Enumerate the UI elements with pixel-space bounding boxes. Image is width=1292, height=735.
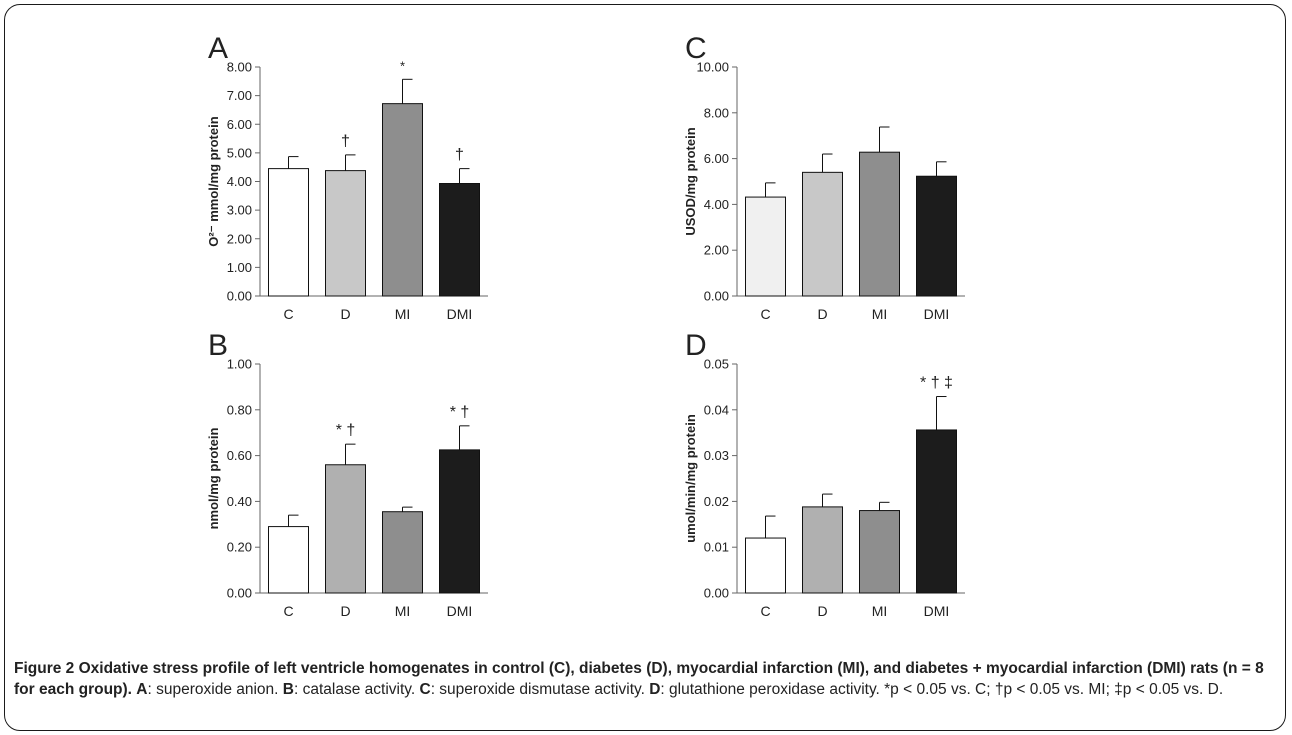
y-tick-label: 0.60 xyxy=(227,448,252,463)
y-tick-label: 0.80 xyxy=(227,402,252,417)
x-tick-label: DMI xyxy=(447,603,473,619)
x-tick-label: D xyxy=(340,603,350,619)
y-tick-label: 8.00 xyxy=(704,105,729,120)
significance-marker: * † ‡ xyxy=(920,375,953,392)
x-tick-label: D xyxy=(817,306,827,322)
bar-c xyxy=(745,196,786,297)
y-tick-label: 5.00 xyxy=(227,145,252,160)
x-tick-label: DMI xyxy=(924,603,950,619)
y-tick-label: 3.00 xyxy=(227,203,252,218)
y-tick-label: 0.40 xyxy=(227,494,252,509)
panel-a-chart: A O²⁻ mmol/mg protein 0.00 1.00 2.00 3.00 4.00… xyxy=(206,32,488,322)
y-tick-label: 4.00 xyxy=(704,197,729,212)
y-tick-label: 0.00 xyxy=(704,586,729,601)
y-tick-label: 0.00 xyxy=(704,289,729,304)
x-tick-label: MI xyxy=(872,603,888,619)
y-tick-label: 8.00 xyxy=(227,60,252,75)
y-tick-label: 2.00 xyxy=(704,243,729,258)
bar-dmi xyxy=(916,175,957,297)
y-axis-label: nmol/mg protein xyxy=(206,428,221,530)
x-tick-label: D xyxy=(340,306,350,322)
y-tick-label: 4.00 xyxy=(227,174,252,189)
bar-c xyxy=(268,526,309,594)
y-tick-label: 0.02 xyxy=(704,494,729,509)
y-axis-label: O²⁻ mmol/mg protein xyxy=(206,116,221,246)
y-axis-label: umol/min/mg protein xyxy=(683,414,698,543)
y-tick-label: 0.00 xyxy=(227,586,252,601)
y-tick-label: 0.00 xyxy=(227,289,252,304)
y-tick-label: 2.00 xyxy=(227,231,252,246)
caption-part: D: glutathione peroxidase activity. *p <… xyxy=(649,681,1224,698)
x-tick-label: MI xyxy=(872,306,888,322)
y-tick-label: 6.00 xyxy=(227,117,252,132)
x-tick-label: C xyxy=(283,603,293,619)
x-tick-label: C xyxy=(760,306,770,322)
panel-label: B xyxy=(208,329,228,362)
y-tick-label: 0.05 xyxy=(704,357,729,372)
y-tick-label: 0.20 xyxy=(227,540,252,555)
y-tick-label: 0.04 xyxy=(704,402,729,417)
bar-d xyxy=(802,506,843,594)
x-tick-label: C xyxy=(283,306,293,322)
bar-d xyxy=(325,170,366,297)
x-tick-label: D xyxy=(817,603,827,619)
figure-caption: Figure 2 Oxidative stress profile of lef… xyxy=(14,658,1276,700)
y-axis-label: USOD/mg protein xyxy=(683,127,698,235)
x-tick-label: C xyxy=(760,603,770,619)
y-tick-label: 1.00 xyxy=(227,260,252,275)
caption-part: A: superoxide anion. xyxy=(136,681,283,698)
caption-part: B: catalase activity. xyxy=(282,681,420,698)
significance-marker: † xyxy=(455,147,464,164)
bar-dmi xyxy=(439,449,480,594)
significance-marker: * † xyxy=(336,422,356,439)
panel-c-chart: C USOD/mg protein 0.00 2.00 4.00 6.00 8.00 10.0… xyxy=(683,32,965,322)
panel-label: A xyxy=(208,32,228,65)
bar-d xyxy=(802,171,843,297)
panel-label: C xyxy=(685,32,707,65)
x-tick-label: MI xyxy=(395,306,411,322)
y-tick-label: 7.00 xyxy=(227,88,252,103)
y-tick-label: 0.03 xyxy=(704,448,729,463)
y-tick-label: 6.00 xyxy=(704,151,729,166)
bar-mi xyxy=(859,510,900,594)
bar-d xyxy=(325,464,366,594)
y-tick-label: 1.00 xyxy=(227,357,252,372)
bar-mi xyxy=(382,511,423,594)
figure-frame: A O²⁻ mmol/mg protein 0.00 1.00 2.00 3.00 4.00… xyxy=(4,4,1286,731)
significance-marker: * xyxy=(400,58,405,73)
caption-title: Figure 2 Oxidative stress profile of lef… xyxy=(14,660,1264,698)
bar-dmi xyxy=(916,429,957,594)
caption-part: C: superoxide dismutase activity. xyxy=(419,681,650,698)
x-tick-label: DMI xyxy=(924,306,950,322)
significance-marker: * † xyxy=(450,404,470,421)
panel-label: D xyxy=(685,329,707,362)
y-tick-label: 0.01 xyxy=(704,540,729,555)
y-tick-label: 10.00 xyxy=(696,60,729,75)
bar-c xyxy=(268,168,309,297)
bar-c xyxy=(745,537,786,594)
bar-dmi xyxy=(439,183,480,297)
bar-mi xyxy=(382,103,423,297)
bar-mi xyxy=(859,151,900,297)
significance-marker: † xyxy=(341,133,350,150)
x-tick-label: MI xyxy=(395,603,411,619)
x-tick-label: DMI xyxy=(447,306,473,322)
